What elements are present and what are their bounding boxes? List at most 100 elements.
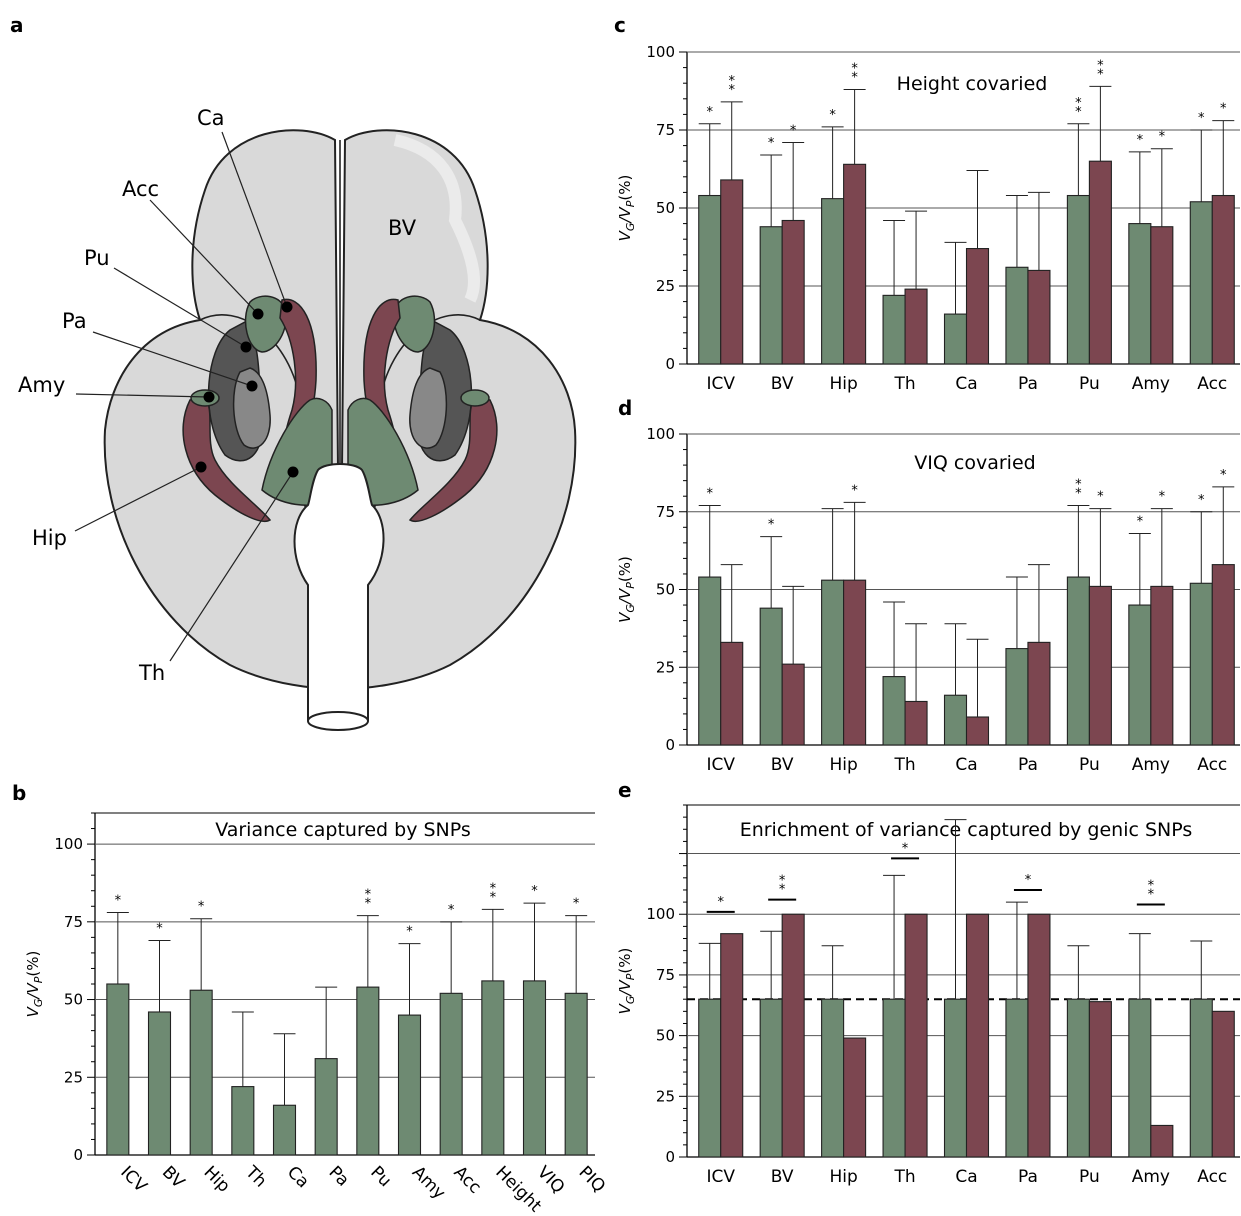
significance-star: *: [1097, 67, 1104, 82]
bar: [231, 1086, 255, 1156]
bar: [943, 313, 968, 365]
significance-star: *: [902, 841, 909, 856]
x-tick-label: ICV: [706, 755, 735, 775]
bar: [843, 1037, 867, 1158]
significance-star: *: [531, 884, 538, 899]
significance-star: *: [448, 903, 455, 918]
x-tick-label: Hip: [829, 374, 857, 394]
significance-star: *: [1075, 487, 1082, 502]
y-axis-label: VG/VP(%): [24, 951, 45, 1018]
significance-star: *: [1159, 490, 1166, 505]
label-th: Th: [138, 661, 165, 685]
y-tick-label: 50: [656, 581, 675, 599]
bar: [965, 716, 990, 746]
significance-star: *: [1097, 58, 1104, 73]
pointer-dots: [195, 301, 299, 478]
significance-star: *: [1097, 490, 1104, 505]
bar: [759, 998, 783, 1158]
pointer-lines: [74, 131, 294, 662]
bar: [781, 219, 805, 365]
y-tick-label: 75: [656, 121, 675, 139]
bar: [720, 641, 744, 746]
bar: [821, 998, 845, 1158]
y-tick-label: 50: [656, 199, 675, 217]
bar: [904, 288, 928, 365]
bar: [843, 163, 867, 365]
x-tick-label: Acc: [450, 1162, 485, 1197]
y-axis-label: VG/VP(%): [616, 556, 637, 623]
panel-letter-d: d: [618, 396, 632, 420]
bar: [1128, 223, 1152, 365]
bar: [882, 998, 906, 1158]
bar: [1005, 266, 1029, 365]
x-tick-label: BV: [771, 374, 794, 394]
x-tick-label: Ca: [955, 1167, 977, 1187]
significance-star: *: [728, 83, 735, 98]
label-hip: Hip: [32, 526, 67, 550]
x-tick-label: Pa: [1018, 1167, 1038, 1187]
x-tick-label: Ca: [955, 755, 977, 775]
bar: [439, 992, 463, 1156]
bar: [1211, 564, 1235, 746]
chart-title: Variance captured by SNPs: [215, 819, 471, 841]
label-acc: Acc: [122, 177, 159, 201]
brainstem-shape: [293, 463, 385, 721]
significance-star: *: [365, 897, 372, 912]
bar: [1088, 160, 1112, 365]
bar: [1211, 1010, 1235, 1158]
bar: [904, 913, 928, 1158]
bar: [781, 913, 805, 1158]
y-tick-label: 0: [665, 1148, 675, 1166]
bar: [965, 913, 990, 1158]
brainstem-end: [307, 711, 369, 731]
pallidum-left: [232, 367, 271, 449]
bar: [882, 294, 906, 365]
chart-title: Enrichment of variance captured by genic…: [740, 819, 1193, 841]
chart-title: Height covaried: [897, 73, 1048, 95]
bar: [1088, 585, 1112, 746]
significance-star: *: [490, 881, 497, 896]
panel-a: a: [10, 13, 577, 731]
y-tick-label: 0: [665, 355, 675, 373]
significance-star: *: [706, 105, 713, 120]
x-tick-label: Hip: [200, 1162, 234, 1196]
bar: [481, 980, 505, 1156]
x-tick-label: Hip: [829, 755, 857, 775]
bar: [720, 933, 744, 1158]
bar: [1005, 648, 1029, 746]
x-tick-label: Th: [893, 374, 915, 394]
panel-b-chart: b 0 25 50 75 100 VG/VP(%) Variance captured by…: [12, 781, 609, 1216]
hippocampus-left: [182, 397, 272, 522]
significance-star: *: [365, 888, 372, 903]
y-tick-label: 0: [73, 1146, 83, 1164]
significance-star: *: [717, 895, 724, 910]
bar: [1128, 998, 1152, 1158]
significance-star: *: [1220, 102, 1227, 117]
significance-star: *: [768, 136, 775, 151]
y-tick-label: 50: [656, 1027, 675, 1045]
x-tick-label: Ca: [283, 1162, 313, 1192]
x-tick-label: Amy: [1132, 374, 1170, 394]
bar: [698, 194, 722, 365]
bar: [1211, 194, 1235, 365]
bar: [1150, 585, 1174, 746]
x-tick-label: Hip: [829, 1167, 857, 1187]
significance-star: *: [851, 70, 858, 85]
bar: [759, 226, 783, 365]
significance-star: *: [829, 108, 836, 123]
bar: [106, 983, 130, 1156]
bar: [943, 998, 968, 1158]
significance-star: *: [198, 900, 205, 915]
x-tick-label: VIQ: [533, 1162, 568, 1197]
chart-title: VIQ covaried: [914, 452, 1035, 474]
significance-star: *: [1148, 879, 1155, 894]
y-tick-label: 0: [665, 736, 675, 754]
bar: [759, 607, 783, 746]
y-tick-label: 100: [646, 425, 675, 443]
significance-star: *: [1198, 111, 1205, 126]
significance-star: *: [728, 74, 735, 89]
x-tick-label: Amy: [1132, 755, 1170, 775]
significance-star: *: [1075, 478, 1082, 493]
